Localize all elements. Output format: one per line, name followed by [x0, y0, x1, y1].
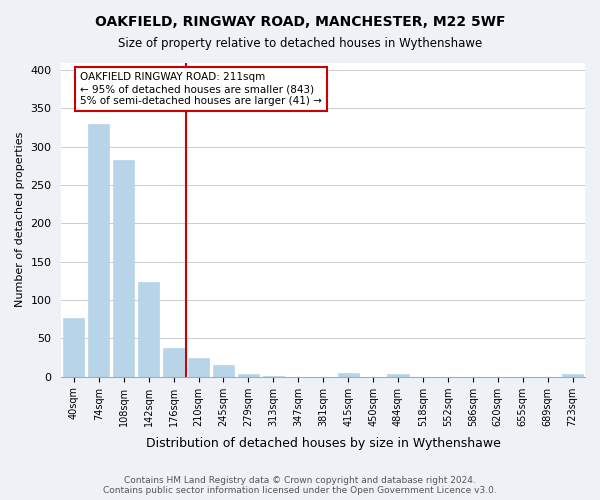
Bar: [88, 124, 109, 376]
Bar: [63, 318, 85, 376]
Text: OAKFIELD RINGWAY ROAD: 211sqm
← 95% of detached houses are smaller (843)
5% of s: OAKFIELD RINGWAY ROAD: 211sqm ← 95% of d…: [80, 72, 322, 106]
Text: Size of property relative to detached houses in Wythenshawe: Size of property relative to detached ho…: [118, 38, 482, 51]
Bar: [338, 373, 359, 376]
Bar: [113, 160, 134, 376]
Text: OAKFIELD, RINGWAY ROAD, MANCHESTER, M22 5WF: OAKFIELD, RINGWAY ROAD, MANCHESTER, M22 …: [95, 15, 505, 29]
Bar: [388, 374, 409, 376]
Bar: [562, 374, 583, 376]
Bar: [238, 374, 259, 376]
Bar: [213, 365, 234, 376]
Bar: [163, 348, 184, 376]
Bar: [138, 282, 159, 376]
Y-axis label: Number of detached properties: Number of detached properties: [15, 132, 25, 308]
Bar: [188, 358, 209, 376]
X-axis label: Distribution of detached houses by size in Wythenshawe: Distribution of detached houses by size …: [146, 437, 500, 450]
Text: Contains HM Land Registry data © Crown copyright and database right 2024.
Contai: Contains HM Land Registry data © Crown c…: [103, 476, 497, 495]
